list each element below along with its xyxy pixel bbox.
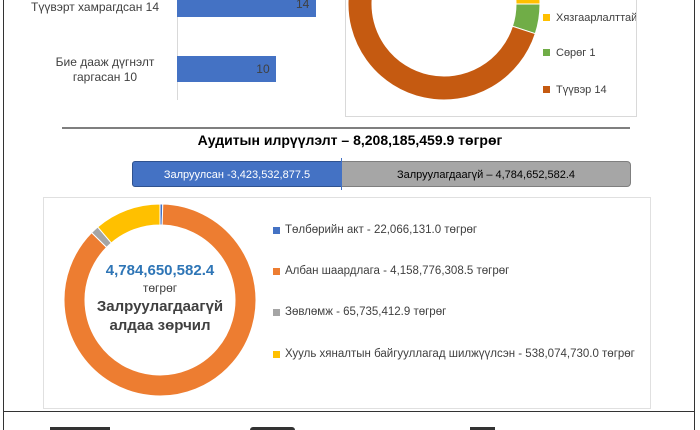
legend-swatch-payment-act bbox=[273, 227, 280, 234]
bar-independent bbox=[177, 56, 277, 82]
page-bottom-border bbox=[3, 411, 695, 412]
bottom-mark-right bbox=[470, 427, 495, 430]
bar-label-independent: Бие дааж дүгнэлт гаргасан 10 bbox=[55, 55, 155, 84]
legend-label-negative: Сөрөг 1 bbox=[556, 47, 596, 59]
bar-sampled bbox=[177, 0, 316, 17]
corrected-segment: Залруулсан -3,423,532,877.5 bbox=[132, 161, 342, 187]
donut-slice-limited bbox=[515, 0, 541, 5]
bar-value-independent: 10 bbox=[256, 62, 270, 76]
bottom-mark-left bbox=[50, 427, 110, 430]
frame-right-border bbox=[694, 0, 695, 430]
legend-label-limited: Хязгаарлалттай 1 bbox=[556, 12, 637, 24]
frame-left-border bbox=[3, 0, 4, 430]
legend-label-sample: Түүвэр 14 bbox=[556, 84, 607, 96]
legend-label-recommendation: Зөвлөмж - 65,735,412.9 төгрөг bbox=[285, 306, 447, 318]
segment-divider bbox=[341, 158, 342, 190]
audit-title: Аудитын илрүүлэлт – 8,208,185,459.9 төгр… bbox=[197, 132, 503, 148]
legend-item-payment-act: Төлбөрийн акт - 22,066,131.0 төгрөг bbox=[273, 223, 675, 238]
legend-swatch-limited bbox=[543, 14, 550, 21]
donut-slice-law-enforcement bbox=[96, 203, 161, 244]
center-amount: 4,784,650,582.4 bbox=[105, 262, 215, 279]
legend-label-official-demand: Албан шаардлага - 4,158,776,308.5 төгрөг bbox=[285, 265, 510, 277]
bottom-donut-chart bbox=[63, 203, 257, 397]
legend-item-limited: Хязгаарлалттай 1 bbox=[543, 12, 637, 24]
legend-label-law-enforcement: Хууль хяналтын байгууллагад шилжүүлсэн -… bbox=[285, 348, 635, 360]
donut-slice-official-demand bbox=[63, 203, 257, 397]
uncorrected-segment: Залруулагдаагүй – 4,784,652,582.4 bbox=[341, 161, 631, 187]
legend-item-official-demand: Албан шаардлага - 4,158,776,308.5 төгрөг bbox=[273, 264, 675, 279]
legend-item-sample: Түүвэр 14 bbox=[543, 84, 607, 96]
section-divider bbox=[62, 127, 630, 129]
center-caption: Залруулагдаагүй алдаа зөрчил bbox=[96, 298, 224, 334]
legend-label-payment-act: Төлбөрийн акт - 22,066,131.0 төгрөг bbox=[285, 224, 478, 236]
legend-swatch-law-enforcement bbox=[273, 351, 280, 358]
bar-chart-axis bbox=[177, 0, 178, 100]
legend-swatch-sample bbox=[543, 86, 550, 93]
bar-value-sampled: 14 bbox=[296, 0, 310, 11]
legend-swatch-negative bbox=[543, 49, 550, 56]
legend-item-negative: Сөрөг 1 bbox=[543, 47, 595, 59]
donut-slice-sample bbox=[347, 0, 536, 101]
legend-item-recommendation: Зөвлөмж - 65,735,412.9 төгрөг bbox=[273, 305, 675, 320]
center-unit: төгрөг bbox=[142, 281, 178, 295]
bottom-mark-center bbox=[250, 427, 295, 430]
top-donut-panel: Хязгаарлалттай 1 Сөрөг 1 Түүвэр 14 bbox=[345, 0, 637, 117]
top-donut-chart bbox=[347, 0, 541, 101]
legend-swatch-official-demand bbox=[273, 268, 280, 275]
legend-item-law-enforcement: Хууль хяналтын байгууллагад шилжүүлсэн -… bbox=[273, 347, 675, 362]
legend-swatch-recommendation bbox=[273, 309, 280, 316]
bar-label-sampled: Түүвэрт хамрагдсан 14 bbox=[30, 0, 160, 14]
